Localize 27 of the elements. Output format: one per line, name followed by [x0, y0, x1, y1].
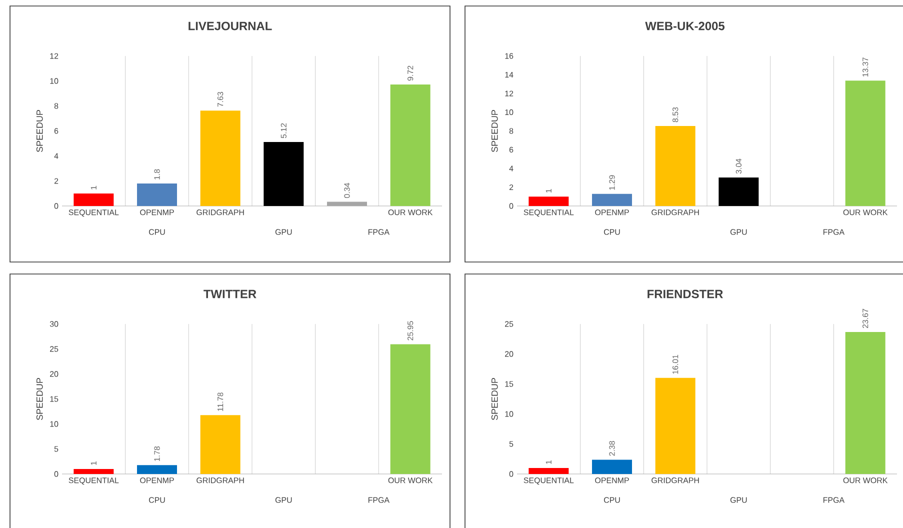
chart-title: LIVEJOURNAL — [188, 22, 272, 30]
chart-title: WEB-UK-2005 — [645, 22, 725, 30]
bar — [137, 465, 178, 474]
bar — [200, 415, 240, 474]
bar — [137, 183, 178, 206]
bar — [390, 84, 430, 206]
bar — [718, 177, 759, 206]
y-axis-title: SPEEDUP — [491, 110, 498, 152]
bar — [390, 344, 430, 474]
bar — [528, 468, 569, 474]
bar — [655, 126, 696, 206]
bar — [74, 193, 114, 206]
y-axis-title: SPEEDUP — [36, 110, 43, 152]
bar — [200, 110, 240, 206]
chart-title: TWITTER — [204, 290, 256, 298]
bar — [845, 332, 886, 474]
bar — [592, 460, 632, 474]
bar — [592, 194, 632, 206]
chart-title: FRIENDSTER — [648, 290, 723, 298]
y-axis-title: SPEEDUP — [36, 378, 43, 420]
bar — [264, 142, 304, 206]
bar — [74, 468, 114, 474]
bar — [655, 378, 696, 474]
y-axis-title: SPEEDUP — [491, 378, 498, 420]
bar — [327, 202, 368, 206]
bar — [845, 80, 886, 206]
bar — [528, 196, 569, 206]
